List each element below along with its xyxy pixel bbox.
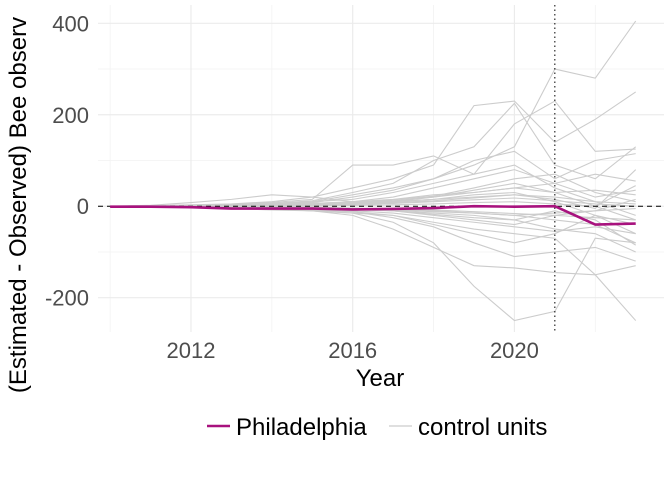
control-unit-line bbox=[110, 102, 637, 207]
control-unit-line bbox=[110, 100, 636, 207]
tick-labels: 2012 2016 2020 -200 0 200 400 bbox=[45, 11, 539, 363]
legend-label-control-units: control units bbox=[418, 414, 547, 441]
grid bbox=[98, 5, 664, 332]
legend-label-philadelphia: Philadelphia bbox=[236, 414, 367, 441]
x-axis-title: Year bbox=[356, 365, 405, 392]
control-unit-line bbox=[110, 169, 636, 207]
y-tick-label: 0 bbox=[77, 194, 89, 219]
x-tick-label: 2012 bbox=[167, 338, 216, 363]
control-unit-line bbox=[110, 205, 637, 321]
y-tick-label: -200 bbox=[45, 286, 89, 311]
treated-series bbox=[110, 204, 636, 226]
philadelphia-line bbox=[110, 204, 636, 226]
reference-lines bbox=[98, 5, 664, 332]
y-axis-title: (Estimated - Observed) Bee observ bbox=[5, 17, 32, 393]
x-tick-label: 2020 bbox=[490, 338, 539, 363]
x-tick-label: 2016 bbox=[328, 338, 377, 363]
control-unit-line bbox=[110, 205, 636, 322]
control-unit-line bbox=[110, 205, 636, 276]
y-tick-label: 200 bbox=[52, 103, 89, 128]
y-tick-label: 400 bbox=[52, 11, 89, 36]
control-unit-line bbox=[110, 150, 636, 207]
legend: Philadelphia control units bbox=[207, 414, 547, 441]
control-series bbox=[110, 20, 637, 322]
